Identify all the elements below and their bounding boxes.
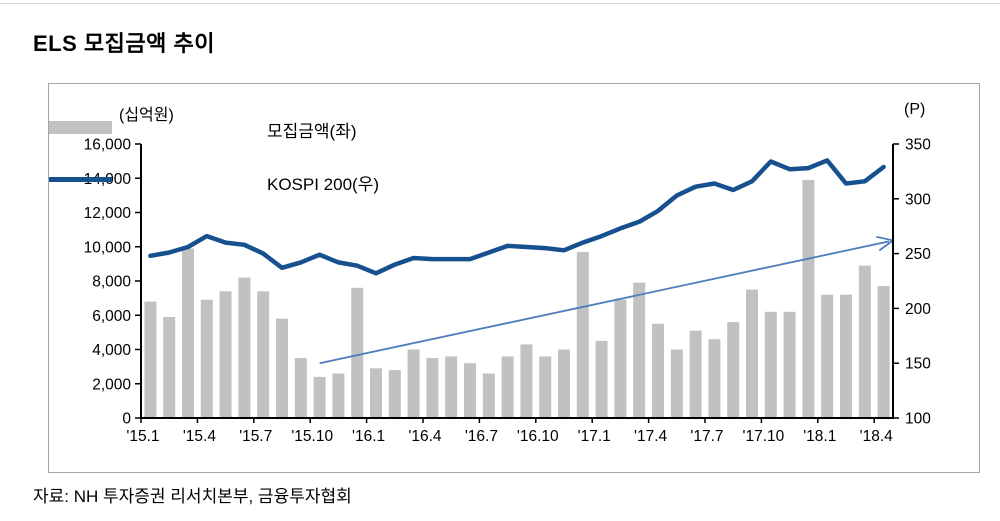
chart-bar (351, 287, 364, 418)
chart-bar (633, 282, 646, 418)
left-axis-unit: (십억원) (119, 107, 174, 124)
right-axis-tick-label: 200 (905, 301, 931, 318)
right-axis-tick-label: 250 (905, 246, 931, 263)
chart-bar (144, 301, 157, 418)
legend-line-label: KOSPI 200(우) (267, 175, 380, 194)
chart-bar (689, 330, 702, 418)
chart-bar (445, 356, 458, 418)
left-axis-tick-label: 0 (122, 411, 131, 428)
chart-bar (388, 370, 401, 418)
chart-bar (294, 358, 307, 418)
chart-bar (764, 311, 777, 418)
chart-bar (821, 294, 834, 418)
chart-bar (200, 299, 213, 418)
right-axis-tick-label: 350 (905, 137, 931, 154)
left-axis-tick-label: 12,000 (84, 205, 132, 222)
left-axis-tick-label: 6,000 (92, 308, 131, 325)
chart-bar (858, 265, 871, 418)
chart-plot-area: 02,0004,0006,0008,00010,00012,00014,0001… (84, 137, 932, 446)
chart-bar (595, 340, 608, 418)
x-axis-tick-label: '18.1 (803, 428, 836, 445)
legend-bar-swatch (49, 121, 112, 134)
right-axis-unit: (P) (904, 101, 926, 118)
chart-bar (219, 291, 232, 418)
chart-bar (501, 356, 514, 418)
chart-bar (670, 349, 683, 418)
chart-bar (877, 286, 890, 418)
chart-bar (614, 299, 627, 418)
x-axis-tick-label: '15.10 (291, 428, 333, 445)
chart-bar (558, 349, 570, 418)
chart-bar (163, 317, 176, 418)
chart-bar (652, 323, 664, 418)
trend-arrow-head (876, 236, 894, 242)
legend-line-swatch (49, 177, 112, 182)
x-axis-tick-label: '17.1 (578, 428, 611, 445)
chart-bar (182, 248, 194, 418)
chart-bar (426, 358, 439, 418)
x-axis-tick-label: '15.4 (183, 428, 217, 445)
x-axis-tick-label: '16.1 (352, 428, 385, 445)
trend-arrow-head (878, 239, 894, 252)
chart-bar (332, 373, 345, 418)
chart-frame: 02,0004,0006,0008,00010,00012,00014,0001… (48, 83, 980, 473)
chart-bar (746, 289, 758, 418)
x-axis-tick-label: '15.7 (239, 428, 272, 445)
left-axis-tick-label: 8,000 (92, 274, 131, 291)
x-axis-tick-label: '16.4 (408, 428, 442, 445)
chart-bar (520, 344, 533, 418)
left-axis-tick-label: 4,000 (92, 342, 131, 359)
x-axis-tick-label: '17.7 (690, 428, 723, 445)
chart-bar (257, 291, 270, 418)
chart-bar (539, 356, 552, 418)
kospi-line (148, 158, 886, 276)
left-axis-tick-label: 10,000 (84, 239, 132, 256)
chart-bar (482, 373, 495, 418)
chart-bar (464, 363, 476, 418)
chart-bar (313, 376, 326, 418)
chart-bar (708, 339, 721, 418)
chart-bar (276, 318, 288, 418)
legend-bar-label: 모집금액(좌) (267, 122, 357, 141)
x-axis-tick-label: '16.7 (465, 428, 498, 445)
chart-bar (576, 251, 589, 418)
right-axis-tick-label: 150 (905, 356, 931, 373)
source-note: 자료: NH 투자증권 리서치본부, 금융투자협회 (33, 487, 352, 506)
right-axis-tick-label: 100 (905, 411, 931, 428)
left-axis-tick-label: 16,000 (84, 137, 132, 154)
x-axis-tick-label: '16.10 (517, 428, 559, 445)
chart-bar (407, 349, 420, 418)
chart-title: ELS 모집금액 추이 (33, 31, 215, 56)
chart-bar (840, 294, 852, 418)
x-axis-tick-label: '17.4 (634, 428, 668, 445)
trend-arrow-shaft (319, 240, 890, 365)
left-axis-tick-label: 2,000 (92, 376, 131, 393)
x-axis-tick-label: '18.4 (860, 428, 894, 445)
chart-bar (727, 322, 740, 418)
chart-bar (370, 368, 382, 418)
right-axis-tick-label: 300 (905, 191, 931, 208)
page-top-divider (0, 3, 1000, 4)
chart-bar (802, 180, 815, 418)
chart-bar (238, 277, 251, 418)
x-axis-tick-label: '15.1 (126, 428, 159, 445)
x-axis-tick-label: '17.10 (743, 428, 785, 445)
chart-bar (783, 311, 796, 418)
